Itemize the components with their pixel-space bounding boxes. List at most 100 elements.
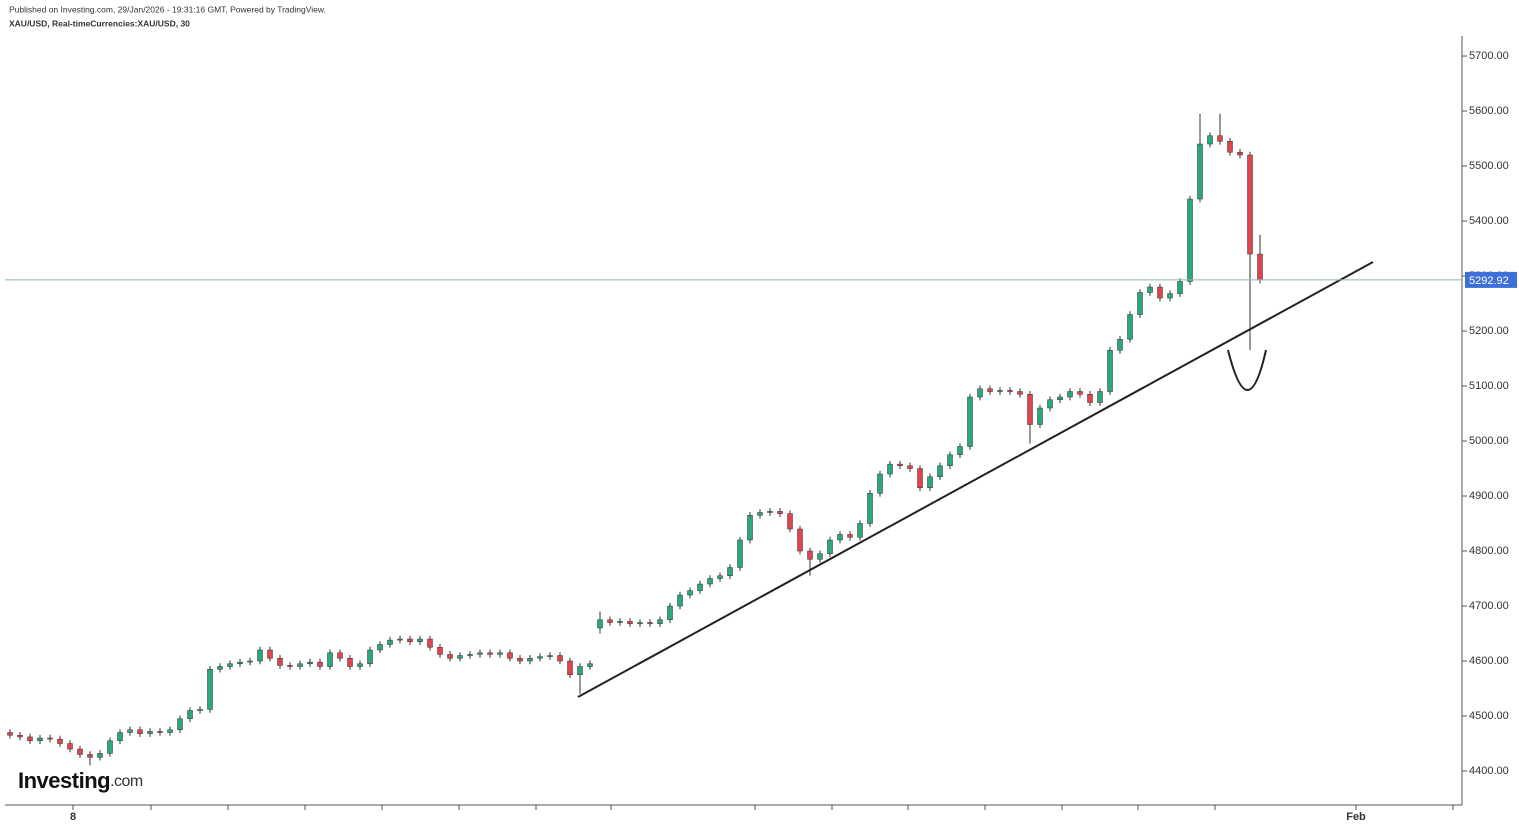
candle-body (717, 575, 723, 579)
candle-body (487, 652, 493, 655)
annotation-arc (1227, 349, 1267, 391)
candle-body (517, 658, 523, 662)
candle-body (377, 644, 383, 651)
candle-body (887, 463, 893, 475)
candle-body (1097, 391, 1103, 403)
x-tick-label: 8 (70, 811, 76, 823)
candle-body (127, 729, 133, 733)
candle-body (317, 661, 323, 667)
candle-body (297, 663, 303, 667)
candle-body (907, 465, 913, 469)
candle-body (1007, 390, 1013, 392)
candle-body (447, 654, 453, 659)
candle-body (67, 743, 73, 750)
candle-body (677, 594, 683, 607)
y-tick-label: 4800.00 (1469, 545, 1509, 557)
candle-body (547, 655, 553, 657)
candle-body (347, 658, 353, 667)
candle-body (217, 666, 223, 670)
candle-body (1157, 286, 1163, 299)
candle-body (87, 754, 93, 758)
candle-body (577, 666, 583, 676)
candle-body (967, 396, 973, 447)
candle-body (1077, 391, 1083, 395)
y-tick-label: 4500.00 (1469, 710, 1509, 722)
candle-body (47, 737, 53, 740)
candle-body (827, 539, 833, 555)
candle-body (847, 534, 853, 538)
candle-body (727, 567, 733, 577)
candle-body (1217, 135, 1223, 142)
candle-body (147, 731, 153, 734)
candle-body (1067, 391, 1073, 398)
candle-body (797, 528, 803, 552)
candle-body (1047, 399, 1053, 409)
y-tick-label: 4900.00 (1469, 490, 1509, 502)
candle-body (467, 654, 473, 656)
candle-body (837, 534, 843, 541)
candle-body (367, 649, 373, 665)
candle-body (1147, 286, 1153, 293)
candle-body (707, 578, 713, 585)
candle-body (57, 738, 63, 744)
candle-body (947, 454, 953, 467)
candle-body (937, 465, 943, 478)
candle-body (387, 639, 393, 645)
candle-body (117, 732, 123, 742)
candle-body (227, 663, 233, 667)
y-tick-label: 4700.00 (1469, 600, 1509, 612)
candle-body (647, 622, 653, 624)
candle-body (157, 731, 163, 733)
candle-body (927, 476, 933, 489)
candle-body (587, 663, 593, 667)
candle-body (1177, 281, 1183, 294)
y-tick-label: 5100.00 (1469, 380, 1509, 392)
candle-body (987, 388, 993, 392)
candle-body (767, 511, 773, 513)
candle-body (957, 446, 963, 456)
candle-body (237, 661, 243, 665)
candle-body (287, 665, 293, 667)
candle-body (1087, 394, 1093, 403)
candle-body (537, 656, 543, 659)
candle-body (197, 709, 203, 711)
candle-body (867, 493, 873, 524)
candle-body (397, 638, 403, 641)
chart-subtitle: Published on Investing.com, 29/Jan/2026 … (9, 4, 326, 14)
candle-body (997, 390, 1003, 392)
candle-body (247, 660, 253, 663)
logo-suffix: .com (110, 773, 143, 790)
x-tick-label: Feb (1346, 811, 1366, 823)
candle-body (1017, 391, 1023, 395)
candle-body (527, 658, 533, 662)
candle-body (307, 661, 313, 665)
candle-body (437, 647, 443, 655)
candle-body (7, 732, 13, 736)
candle-body (1227, 141, 1233, 153)
candle-body (607, 619, 613, 623)
candle-body (1247, 154, 1253, 255)
candle-body (1137, 292, 1143, 315)
candle-body (817, 553, 823, 560)
candle-body (407, 638, 413, 643)
candle-body (897, 463, 903, 467)
candle-body (1117, 339, 1123, 351)
candle-body (177, 718, 183, 731)
candle-body (417, 638, 423, 643)
candle-body (477, 652, 483, 655)
candle-body (657, 619, 663, 624)
candle-body (137, 729, 143, 734)
candle-body (27, 736, 33, 742)
chart-title: XAU/USD, Real-timeCurrencies:XAU/USD, 30 (9, 18, 190, 28)
candles (7, 113, 1263, 766)
y-tick-label: 5600.00 (1469, 105, 1509, 117)
y-tick-label: 4400.00 (1469, 765, 1509, 777)
y-tick-label: 4600.00 (1469, 655, 1509, 667)
candle-body (327, 652, 333, 667)
candle-body (507, 652, 513, 659)
trend-line (577, 261, 1374, 698)
logo-name: Investing (18, 768, 110, 793)
candle-body (17, 735, 23, 738)
candle-body (667, 605, 673, 621)
candle-body (1167, 293, 1173, 299)
